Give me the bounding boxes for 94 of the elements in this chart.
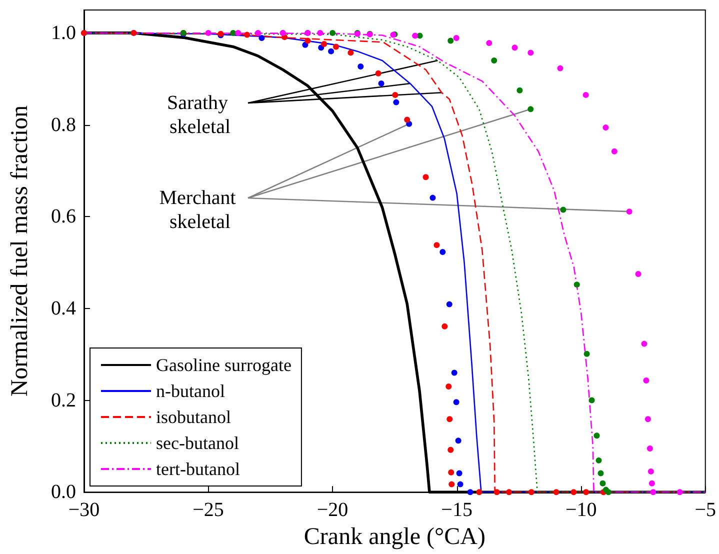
point: [230, 30, 236, 36]
x-tick-label: −25: [192, 499, 224, 522]
point: [393, 99, 400, 106]
point: [448, 469, 454, 476]
point: [676, 489, 683, 496]
point: [643, 378, 650, 384]
point: [594, 432, 600, 439]
point: [553, 489, 560, 496]
legend-label: tert-butanol: [156, 459, 240, 479]
point: [205, 30, 212, 36]
point: [491, 58, 498, 64]
point: [611, 148, 618, 154]
point: [646, 445, 653, 452]
point: [235, 30, 242, 36]
point: [605, 489, 612, 496]
point: [650, 489, 656, 496]
point: [626, 208, 632, 215]
x-tick-label: −15: [441, 499, 472, 522]
y-tick-label: 0.8: [51, 114, 76, 136]
point: [596, 457, 602, 464]
point: [321, 40, 328, 47]
point: [453, 399, 460, 406]
point: [456, 470, 462, 476]
point: [455, 438, 462, 444]
x-tick-label: −10: [565, 499, 597, 522]
legend-label: n-butanol: [156, 381, 225, 401]
point: [446, 416, 453, 422]
point: [574, 282, 580, 288]
point: [440, 248, 446, 255]
y-tick-label: 1.0: [51, 22, 76, 44]
y-axis-title: Normalized fuel mass fraction: [7, 105, 33, 397]
point: [588, 397, 595, 404]
annotation: Sarathy skeletal: [166, 92, 234, 138]
point: [583, 489, 590, 496]
point: [648, 468, 654, 474]
point: [641, 340, 648, 347]
point: [317, 30, 324, 36]
point: [598, 470, 604, 476]
x-axis-title: Crank angle (°CA): [304, 524, 486, 550]
point: [375, 70, 382, 76]
point: [494, 489, 500, 496]
point: [602, 124, 609, 131]
point: [582, 92, 589, 98]
point: [434, 242, 440, 248]
point: [422, 174, 429, 180]
point: [328, 48, 334, 54]
point: [330, 30, 336, 36]
point: [635, 271, 642, 278]
point: [448, 481, 455, 488]
point: [244, 32, 250, 38]
point: [584, 350, 590, 357]
point: [430, 194, 436, 201]
point: [570, 489, 577, 496]
point: [392, 92, 398, 98]
point: [304, 38, 311, 44]
point: [528, 489, 534, 496]
point: [451, 370, 458, 376]
point: [648, 480, 655, 486]
point: [333, 44, 340, 50]
point: [442, 323, 448, 330]
point: [467, 489, 474, 496]
x-tick-label: −5: [694, 499, 716, 522]
point: [512, 44, 518, 51]
y-tick-label: 0.2: [51, 389, 76, 412]
point: [457, 481, 464, 488]
point: [258, 35, 265, 42]
point: [446, 301, 452, 308]
point: [453, 35, 460, 42]
point: [600, 480, 606, 486]
point: [348, 50, 354, 56]
point: [404, 116, 410, 123]
point: [557, 65, 564, 72]
x-tick-label: −20: [316, 499, 348, 522]
point: [528, 106, 534, 112]
point: [412, 32, 418, 39]
legend-label: sec-butanol: [156, 433, 239, 453]
point: [476, 489, 482, 496]
point: [644, 416, 651, 422]
y-tick-label: 0.6: [51, 206, 76, 228]
legend-label: Gasoline surrogate: [156, 355, 292, 375]
point: [254, 30, 261, 36]
annotation: Merchant skeletal: [159, 187, 241, 233]
point: [378, 80, 384, 86]
point: [446, 384, 452, 390]
y-tick-label: 0.4: [51, 297, 76, 320]
point: [358, 63, 364, 70]
point: [506, 489, 512, 496]
point: [448, 446, 454, 453]
point: [486, 40, 492, 46]
point: [516, 87, 523, 94]
legend-label: isobutanol: [156, 407, 231, 427]
point: [560, 206, 566, 213]
point: [528, 50, 534, 56]
point: [448, 38, 454, 44]
